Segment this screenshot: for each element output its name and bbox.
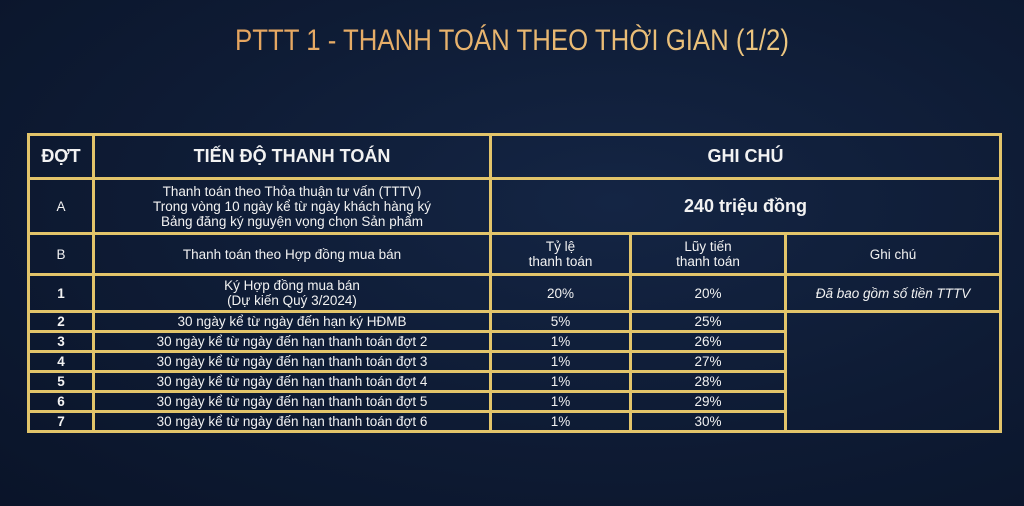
rate-cell: 20% bbox=[489, 273, 632, 313]
progress-line: Thanh toán theo Thỏa thuận tư vấn (TTTV) bbox=[162, 183, 422, 199]
dot-cell: 3 bbox=[27, 330, 95, 353]
cumulative-cell: 28% bbox=[629, 370, 787, 393]
progress-cell: 30 ngày kể từ ngày đến hạn thanh toán đợ… bbox=[92, 330, 492, 353]
table-row-a: A Thanh toán theo Thỏa thuận tư vấn (TTT… bbox=[27, 177, 1003, 235]
dot-cell: 5 bbox=[27, 370, 95, 393]
cumulative-header: Lũy tiến thanh toán bbox=[629, 232, 787, 276]
progress-cell: Thanh toán theo Thỏa thuận tư vấn (TTTV)… bbox=[92, 177, 492, 235]
cumulative-cell: 29% bbox=[629, 390, 787, 413]
dot-cell: 4 bbox=[27, 350, 95, 373]
table-row: 6 30 ngày kể từ ngày đến hạn thanh toán … bbox=[27, 390, 1001, 413]
dot-cell: 6 bbox=[27, 390, 95, 413]
rate-header-line: Tỷ lệ bbox=[545, 239, 576, 254]
progress-cell: 30 ngày kể từ ngày đến hạn thanh toán đợ… bbox=[92, 370, 492, 393]
progress-line: Ký Hợp đồng mua bán bbox=[224, 278, 360, 293]
cumulative-cell: 27% bbox=[629, 350, 787, 373]
cumulative-header-line: thanh toán bbox=[676, 254, 740, 269]
table-row-b: B Thanh toán theo Hợp đồng mua bán Tỷ lệ… bbox=[27, 232, 1003, 276]
progress-cell: 30 ngày kể từ ngày đến hạn ký HĐMB bbox=[92, 310, 492, 333]
note-cell: Đã bao gồm số tiền TTTV bbox=[783, 273, 1003, 313]
table-row: 7 30 ngày kể từ ngày đến hạn thanh toán … bbox=[27, 410, 1001, 433]
dot-cell: 7 bbox=[27, 410, 95, 433]
dot-cell: B bbox=[27, 232, 95, 276]
note-header: Ghi chú bbox=[783, 232, 1003, 276]
dot-cell: A bbox=[27, 177, 95, 235]
rate-cell: 1% bbox=[489, 410, 632, 433]
rate-cell: 1% bbox=[489, 350, 632, 373]
header-dot: ĐỢT bbox=[27, 133, 95, 180]
header-progress: TIẾN ĐỘ THANH TOÁN bbox=[92, 133, 492, 180]
table-row: 3 30 ngày kể từ ngày đến hạn thanh toán … bbox=[27, 330, 1001, 353]
progress-cell: Ký Hợp đồng mua bán (Dự kiến Quý 3/2024) bbox=[92, 273, 492, 313]
cumulative-cell: 20% bbox=[629, 273, 787, 313]
rate-cell: 1% bbox=[489, 390, 632, 413]
merged-note-cell bbox=[783, 310, 1003, 433]
table-row-1: 1 Ký Hợp đồng mua bán (Dự kiến Quý 3/202… bbox=[27, 273, 1003, 313]
rate-header-line: thanh toán bbox=[528, 254, 593, 269]
progress-line: Bảng đăng ký nguyện vọng chọn Sản phẩm bbox=[161, 213, 423, 229]
header-row: ĐỢT TIẾN ĐỘ THANH TOÁN GHI CHÚ bbox=[27, 133, 1003, 180]
table-row: 5 30 ngày kể từ ngày đến hạn thanh toán … bbox=[27, 370, 1001, 393]
table-row: 4 30 ngày kể từ ngày đến hạn thanh toán … bbox=[27, 350, 1001, 373]
payment-schedule-table: ĐỢT TIẾN ĐỘ THANH TOÁN GHI CHÚ A Thanh t… bbox=[27, 133, 1003, 433]
cumulative-header-line: Lũy tiến bbox=[684, 239, 732, 254]
table-row: 2 30 ngày kể từ ngày đến hạn ký HĐMB 5% … bbox=[27, 310, 1003, 433]
rate-cell: 1% bbox=[489, 330, 632, 353]
progress-line: (Dự kiến Quý 3/2024) bbox=[227, 293, 357, 308]
cumulative-cell: 26% bbox=[629, 330, 787, 353]
progress-cell: Thanh toán theo Hợp đồng mua bán bbox=[92, 232, 492, 276]
progress-cell: 30 ngày kể từ ngày đến hạn thanh toán đợ… bbox=[92, 390, 492, 413]
progress-cell: 30 ngày kể từ ngày đến hạn thanh toán đợ… bbox=[92, 410, 492, 433]
rate-cell: 1% bbox=[489, 370, 632, 393]
progress-cell: 30 ngày kể từ ngày đến hạn thanh toán đợ… bbox=[92, 350, 492, 373]
page-title: PTTT 1 - THANH TOÁN THEO THỜI GIAN (1/2) bbox=[72, 24, 953, 58]
cumulative-cell: 30% bbox=[629, 410, 787, 433]
dot-cell: 1 bbox=[27, 273, 95, 313]
rate-header: Tỷ lệ thanh toán bbox=[489, 232, 632, 276]
dot-cell: 2 bbox=[27, 310, 95, 333]
deposit-amount: 240 triệu đồng bbox=[488, 177, 1003, 235]
cumulative-cell: 25% bbox=[629, 310, 787, 333]
header-note: GHI CHÚ bbox=[488, 133, 1003, 180]
rate-cell: 5% bbox=[489, 310, 632, 333]
progress-line: Trong vòng 10 ngày kể từ ngày khách hàng… bbox=[153, 198, 431, 214]
